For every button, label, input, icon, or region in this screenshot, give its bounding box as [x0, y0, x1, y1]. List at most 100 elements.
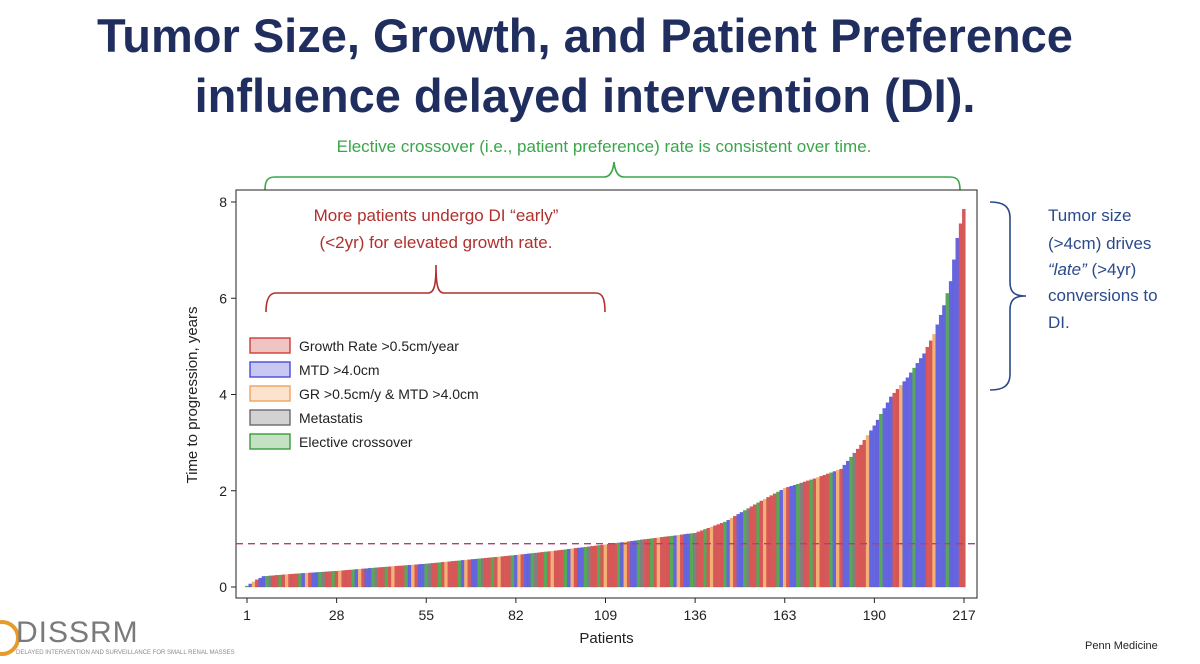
- logo-subtitle: DELAYED INTERVENTION AND SURVEILLANCE FO…: [16, 650, 235, 656]
- bar: [543, 551, 548, 588]
- bar: [942, 305, 946, 588]
- bar: [603, 544, 608, 588]
- bar: [487, 557, 491, 588]
- bar: [497, 556, 501, 588]
- title-line-2: influence delayed intervention (DI).: [194, 69, 976, 122]
- bar: [706, 528, 710, 588]
- page-title: Tumor Size, Growth, and Patient Preferen…: [0, 6, 1170, 126]
- dissrm-logo: DISSRM DELAYED INTERVENTION AND SURVEILL…: [0, 616, 235, 664]
- bar: [504, 556, 508, 588]
- bar: [371, 567, 375, 588]
- early-annotation-line-1: More patients undergo DI “early”: [314, 206, 559, 225]
- bar: [540, 552, 544, 588]
- legend-swatch: [249, 385, 291, 402]
- bar: [855, 448, 860, 588]
- bar: [324, 571, 329, 588]
- bar: [616, 542, 621, 588]
- bar: [759, 500, 764, 588]
- bar: [799, 482, 803, 588]
- bar: [394, 566, 398, 588]
- bar: [248, 583, 252, 588]
- bar: [756, 502, 760, 588]
- legend-label: Metastatis: [299, 410, 363, 426]
- bar: [377, 567, 382, 588]
- tumor-size-brace: [989, 201, 1027, 391]
- bar: [630, 541, 634, 588]
- bar: [527, 553, 531, 588]
- bar: [348, 569, 352, 588]
- bar: [261, 576, 266, 588]
- x-tick-label: 217: [952, 607, 976, 623]
- bar: [467, 559, 471, 588]
- bar: [905, 377, 910, 588]
- legend-swatch: [249, 361, 291, 378]
- bar: [550, 551, 554, 588]
- bar: [328, 571, 332, 588]
- bar: [656, 537, 661, 588]
- bar: [411, 564, 415, 588]
- bar: [879, 414, 883, 588]
- bar: [919, 358, 923, 588]
- bar: [480, 558, 485, 588]
- bar: [567, 549, 571, 588]
- y-axis-label: Time to progression, years: [184, 306, 201, 483]
- bar: [397, 565, 402, 588]
- bar: [839, 468, 843, 588]
- bar: [865, 435, 870, 588]
- bar: [772, 493, 777, 588]
- bar: [318, 572, 322, 588]
- bar: [733, 516, 737, 588]
- title-line-1: Tumor Size, Growth, and Patient Preferen…: [97, 9, 1073, 62]
- bar: [852, 452, 856, 588]
- elective-bracket: [264, 161, 961, 191]
- bar: [958, 223, 963, 588]
- bar: [653, 538, 657, 588]
- bar: [915, 363, 920, 588]
- y-tick-label: 8: [219, 194, 227, 210]
- bar: [816, 477, 820, 588]
- bar: [265, 576, 269, 588]
- legend-swatch: [249, 409, 291, 426]
- bar: [517, 554, 521, 588]
- bar: [729, 518, 734, 588]
- bar: [660, 537, 664, 588]
- y-tick-label: 2: [219, 483, 227, 499]
- bar: [846, 460, 850, 588]
- bar: [792, 484, 797, 588]
- bar: [255, 579, 259, 588]
- bar: [600, 544, 604, 588]
- legend-swatch: [249, 337, 291, 354]
- bar: [663, 536, 667, 588]
- bar: [427, 563, 432, 588]
- bar: [590, 546, 594, 588]
- bar: [474, 558, 478, 588]
- bar: [875, 419, 880, 588]
- bar: [520, 554, 525, 588]
- logo-ring-icon: [0, 620, 20, 656]
- bar: [736, 514, 740, 588]
- bar: [441, 562, 445, 588]
- bar: [796, 483, 800, 588]
- bar: [753, 504, 757, 588]
- bar: [587, 546, 591, 588]
- bar: [776, 491, 780, 588]
- bar: [862, 440, 866, 588]
- bar: [321, 571, 325, 588]
- bar: [294, 573, 299, 588]
- bar: [670, 535, 674, 588]
- bar: [709, 526, 714, 588]
- bar: [806, 480, 810, 588]
- bar: [885, 402, 890, 588]
- bar: [932, 334, 936, 588]
- bar: [676, 535, 681, 588]
- bar: [686, 533, 691, 588]
- bar: [766, 497, 770, 588]
- bar: [577, 547, 581, 588]
- bar: [743, 510, 747, 588]
- bar: [580, 547, 584, 588]
- early-annotation-line-2: (<2yr) for elevated growth rate.: [320, 233, 553, 252]
- bar: [922, 353, 926, 588]
- bar: [952, 259, 956, 588]
- bar: [948, 281, 953, 588]
- bar: [387, 566, 392, 588]
